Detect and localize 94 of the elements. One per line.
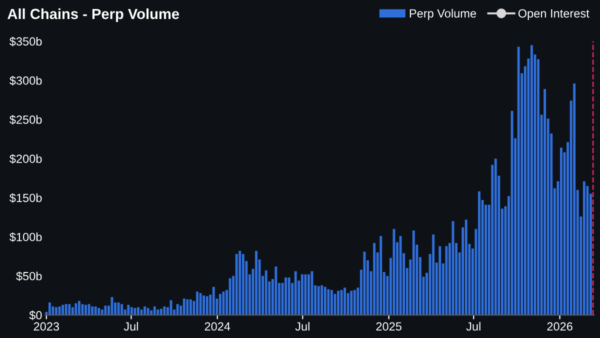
bar	[300, 274, 304, 316]
bar	[353, 290, 356, 316]
x-tick-label: 2024	[204, 322, 230, 331]
bar	[294, 271, 297, 316]
bar	[206, 296, 208, 316]
bar	[494, 158, 497, 316]
y-tick-label: $350b	[10, 36, 42, 46]
bar	[153, 306, 156, 316]
bar	[144, 306, 146, 316]
bar	[104, 306, 107, 316]
bar	[255, 250, 258, 316]
bar	[238, 250, 242, 316]
bar	[48, 302, 51, 316]
x-tick-label: 2023	[34, 322, 60, 331]
bar	[438, 246, 442, 316]
bar	[78, 300, 80, 316]
bar	[84, 304, 87, 316]
bar	[196, 292, 198, 316]
bar	[582, 181, 586, 316]
bar	[186, 299, 189, 316]
chart-title: All Chains - Perp Volume	[8, 8, 180, 22]
bar	[62, 304, 64, 316]
x-tick-label: Jul	[466, 322, 480, 331]
bar	[334, 294, 336, 316]
bar	[176, 304, 179, 316]
bar	[120, 304, 124, 316]
bar	[464, 220, 468, 316]
bar	[274, 266, 278, 316]
bar	[344, 288, 346, 316]
bar	[146, 308, 150, 316]
bar	[308, 274, 310, 316]
bar	[130, 307, 133, 316]
bar	[530, 45, 533, 316]
bar	[189, 299, 192, 316]
bar	[380, 236, 382, 316]
bar	[137, 307, 140, 316]
x-tick-label: 2026	[547, 322, 572, 331]
bar	[91, 306, 94, 316]
bar	[163, 306, 166, 316]
bar	[212, 286, 215, 316]
bar	[544, 88, 546, 316]
bar	[327, 289, 330, 316]
bar	[88, 304, 90, 316]
x-tick-label: Jul	[295, 322, 310, 331]
bar	[586, 186, 589, 316]
y-tick-label: $200b	[10, 154, 42, 164]
bar	[74, 303, 78, 316]
bar	[94, 306, 97, 316]
bar	[317, 286, 320, 316]
bar	[100, 310, 104, 316]
bar	[52, 306, 54, 316]
bar	[445, 246, 448, 316]
bar	[160, 308, 162, 316]
bar	[55, 307, 58, 316]
bar	[134, 308, 136, 316]
y-tick-label: $100b	[10, 232, 42, 242]
bar	[337, 290, 340, 316]
bar	[127, 304, 130, 316]
bar	[324, 286, 326, 316]
y-tick-label: $50b	[16, 271, 42, 281]
legend-label: Perp Volume	[410, 8, 476, 20]
bar	[68, 304, 71, 316]
bar	[517, 46, 520, 316]
bar	[330, 290, 333, 316]
bar	[264, 270, 268, 316]
bar	[432, 234, 435, 316]
bar	[412, 230, 415, 316]
bar	[242, 254, 244, 316]
bar	[117, 302, 120, 316]
y-tick-label: $250b	[10, 114, 42, 125]
y-tick-label: $300b	[10, 76, 42, 86]
bar	[235, 254, 238, 316]
bar	[284, 277, 287, 316]
bar	[218, 294, 222, 316]
y-tick-label: $150b	[10, 193, 42, 203]
bar	[350, 290, 353, 316]
bar	[64, 304, 68, 316]
bar	[573, 83, 576, 316]
legend-label: Open Interest	[518, 9, 590, 20]
bar	[156, 310, 160, 316]
y-tick-label: $0	[29, 310, 42, 320]
bar	[98, 308, 100, 316]
bar	[182, 298, 186, 316]
bar	[560, 148, 562, 316]
x-tick-label: 2025	[376, 322, 402, 331]
bar	[71, 307, 74, 316]
x-tick-label: Jul	[124, 322, 138, 331]
bar	[304, 274, 307, 316]
bar	[373, 243, 376, 316]
bar	[320, 285, 324, 316]
bar	[202, 295, 206, 316]
bar	[478, 191, 480, 316]
bar	[399, 236, 402, 316]
bar	[288, 277, 290, 316]
